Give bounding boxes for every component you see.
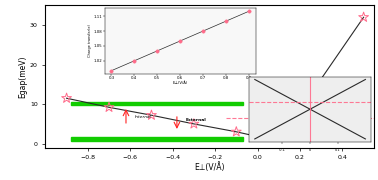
- Point: [361, 16, 367, 19]
- Point: [149, 114, 155, 117]
- Point: [233, 130, 239, 133]
- Point: [191, 122, 197, 125]
- Bar: [71, 102, 243, 105]
- Text: External: External: [185, 118, 206, 122]
- Bar: [71, 137, 243, 141]
- Point: [254, 135, 260, 138]
- Point: [106, 106, 112, 109]
- X-axis label: E⊥(V/Å): E⊥(V/Å): [195, 162, 225, 172]
- Point: [64, 97, 70, 100]
- Point: [276, 124, 282, 127]
- Text: Internal: Internal: [135, 115, 151, 119]
- Y-axis label: Egap(meV): Egap(meV): [18, 55, 27, 98]
- Point: [308, 93, 314, 96]
